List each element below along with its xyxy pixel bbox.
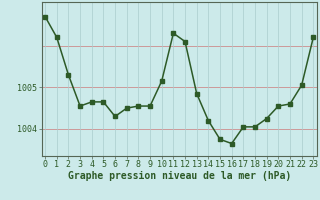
X-axis label: Graphe pression niveau de la mer (hPa): Graphe pression niveau de la mer (hPa) [68,171,291,181]
